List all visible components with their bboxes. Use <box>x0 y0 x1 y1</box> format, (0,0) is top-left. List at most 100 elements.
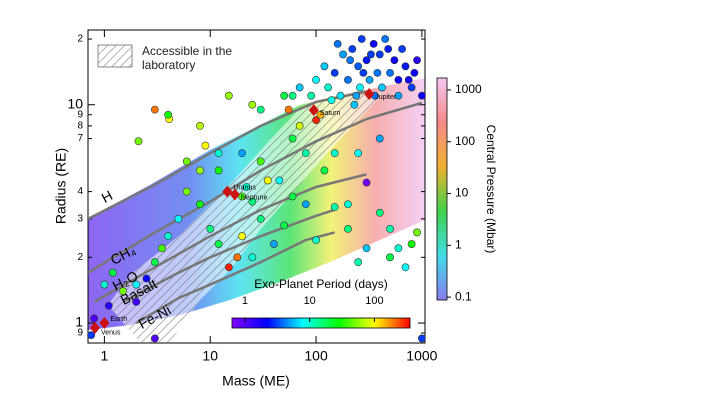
composition-curve <box>122 208 336 303</box>
exoplanet <box>359 68 368 77</box>
x-tick-label: 100 <box>304 348 328 364</box>
exoplanet <box>362 244 371 253</box>
exoplanet <box>248 197 257 206</box>
exoplanet <box>214 240 223 248</box>
exoplanet <box>214 149 223 158</box>
exoplanet <box>320 62 329 71</box>
planet-label: Uranus <box>233 184 256 191</box>
pressure-tick-label: 0.1 <box>455 289 472 303</box>
plot-frame <box>87 29 426 344</box>
exoplanet <box>295 121 304 130</box>
exoplanet <box>288 134 297 143</box>
exoplanet <box>407 240 416 248</box>
exoplanet <box>288 91 297 100</box>
exoplanet <box>182 157 191 166</box>
legend-label: Accessible in the laboratory <box>142 44 233 72</box>
exoplanet <box>104 301 113 310</box>
exoplanet <box>284 105 293 114</box>
exoplanet <box>301 149 310 158</box>
x-tick-label: 1 <box>100 348 108 364</box>
x-tick-label: 10 <box>202 348 218 364</box>
exoplanet <box>224 263 233 272</box>
exoplanet <box>386 253 394 262</box>
exoplanet <box>330 68 339 77</box>
exoplanet <box>369 39 378 48</box>
exoplanet <box>365 75 374 84</box>
exoplanet <box>410 68 419 77</box>
y-tick-label: 1 <box>75 314 83 330</box>
exoplanet <box>288 192 297 201</box>
pressure-tick-label: 1000 <box>455 82 482 96</box>
y-tick-label: 4 <box>77 186 83 197</box>
exoplanet <box>119 287 127 296</box>
exoplanet <box>354 258 363 267</box>
exoplanet <box>356 83 364 92</box>
exoplanet <box>132 280 141 289</box>
composition-curve <box>88 90 367 220</box>
y-tick-label: 7 <box>77 133 83 144</box>
exoplanet <box>407 83 416 92</box>
exoplanet <box>108 268 117 277</box>
exoplanet <box>378 83 386 92</box>
exoplanet <box>394 244 403 253</box>
exoplanet <box>263 176 272 185</box>
composition-curve <box>93 173 367 303</box>
exoplanet <box>238 192 246 201</box>
pressure-tick-label: 100 <box>455 134 475 148</box>
y-tick-label: 2 <box>77 34 83 45</box>
exoplanet <box>381 35 390 43</box>
planet-marker <box>99 317 110 330</box>
exoplanet <box>312 75 320 84</box>
exoplanet <box>312 236 320 244</box>
exoplanet <box>316 110 325 119</box>
y-tick-label: 3 <box>77 214 83 225</box>
exoplanet <box>233 253 242 262</box>
exoplanet <box>386 68 394 77</box>
y-tick-label: 10 <box>67 95 83 111</box>
exoplanet <box>301 200 310 209</box>
period-colorbar <box>231 317 411 329</box>
exoplanet <box>196 121 204 130</box>
x-axis-label: Mass (ME) <box>222 373 290 389</box>
y-tick-label: 2 <box>77 252 83 263</box>
exoplanet <box>206 224 215 233</box>
pressure-tick-label: 1 <box>455 237 462 251</box>
exoplanet <box>270 240 278 248</box>
exoplanet <box>280 221 289 230</box>
exoplanet <box>295 83 304 92</box>
period-tick-label: 100 <box>365 295 383 307</box>
exoplanet <box>344 200 352 209</box>
exoplanet <box>132 297 141 306</box>
exoplanet <box>401 263 410 272</box>
exoplanet <box>150 105 159 114</box>
planet-marker <box>308 104 319 117</box>
legend-swatch <box>97 44 133 68</box>
exoplanet <box>350 100 359 109</box>
exoplanet <box>367 50 375 59</box>
exoplanet <box>324 83 333 92</box>
exoplanet <box>256 214 265 223</box>
planet-marker <box>364 88 375 101</box>
exoplanet <box>394 91 403 100</box>
exoplanet <box>348 45 357 53</box>
exoplanet <box>417 334 425 343</box>
exoplanet <box>142 274 151 283</box>
exoplanet <box>413 228 421 237</box>
exoplanet <box>401 62 410 71</box>
exoplanet <box>182 187 191 196</box>
exoplanet <box>352 91 361 100</box>
exoplanet <box>346 56 355 65</box>
y-tick-label: 9 <box>77 328 83 339</box>
y-tick-label: 8 <box>77 121 83 132</box>
exoplanet <box>327 96 336 105</box>
exoplanet <box>386 224 394 233</box>
exoplanet <box>362 178 371 187</box>
exoplanet <box>333 39 342 48</box>
exoplanet <box>201 141 210 150</box>
exoplanet <box>242 183 251 191</box>
planet-marker <box>229 188 240 201</box>
exoplanet <box>174 214 183 223</box>
curves <box>88 90 423 325</box>
exoplanet <box>238 232 246 241</box>
exoplanet <box>362 56 371 65</box>
